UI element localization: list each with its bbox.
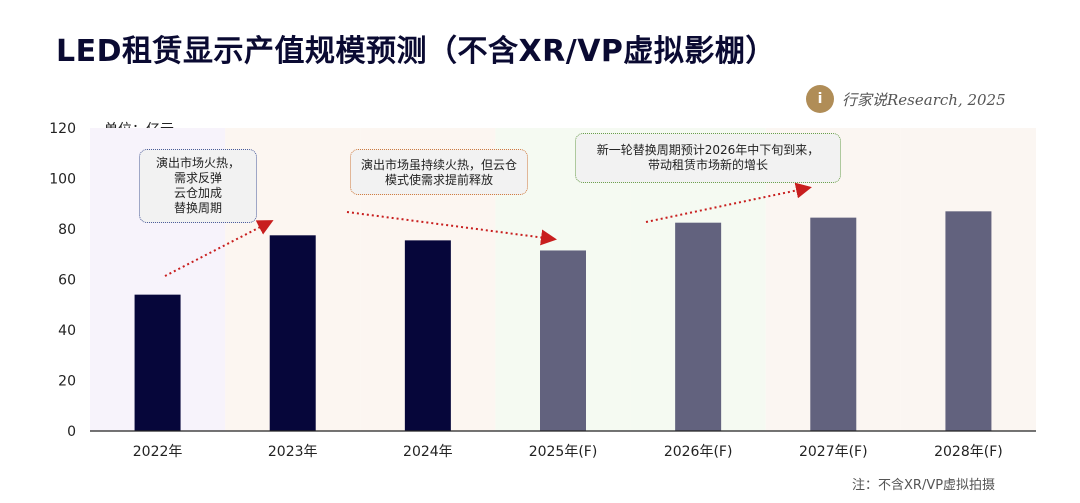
callout-2026-2028: 新一轮替换周期预计2026年中下旬到来， 带动租赁市场新的增长 xyxy=(575,133,841,183)
footnote: 注：不含XR/VP虚拟拍摄 xyxy=(852,478,996,493)
x-tick-label: 2026年(F) xyxy=(664,444,733,460)
bar-5 xyxy=(675,222,722,431)
x-tick-label: 2022年 xyxy=(133,444,183,460)
y-tick-label: 80 xyxy=(58,222,76,238)
y-tick-label: 0 xyxy=(67,424,76,440)
bar-2 xyxy=(269,235,316,431)
bar-4 xyxy=(540,250,586,431)
bar-1 xyxy=(134,294,181,431)
x-tick-label: 2025年(F) xyxy=(529,444,598,460)
bar-6 xyxy=(810,217,857,431)
brand-logo-text: 行家说Research, 2025 xyxy=(842,90,1006,109)
brand-logo: i 行家说Research, 2025 xyxy=(806,84,1006,114)
y-tick-label: 60 xyxy=(58,273,76,289)
y-tick-label: 120 xyxy=(49,121,76,137)
brand-logo-icon: i xyxy=(806,85,834,113)
bar-7 xyxy=(945,211,992,431)
y-tick-label: 40 xyxy=(58,323,76,339)
x-tick-label: 2027年(F) xyxy=(799,444,868,460)
callout-2022-2023: 演出市场火热， 需求反弹 云仓加成 替换周期 xyxy=(139,149,257,223)
x-tick-label: 2023年 xyxy=(268,444,318,460)
bar-3 xyxy=(404,240,451,431)
y-tick-label: 20 xyxy=(58,374,76,390)
chart-title: LED租赁显示产值规模预测（不含XR/VP虚拟影棚） xyxy=(56,34,776,69)
callout-2024-2025: 演出市场虽持续火热，但云仓 模式使需求提前释放 xyxy=(350,149,528,195)
y-tick-label: 100 xyxy=(49,172,76,188)
x-tick-label: 2028年(F) xyxy=(934,444,1003,460)
x-tick-label: 2024年 xyxy=(403,444,453,460)
